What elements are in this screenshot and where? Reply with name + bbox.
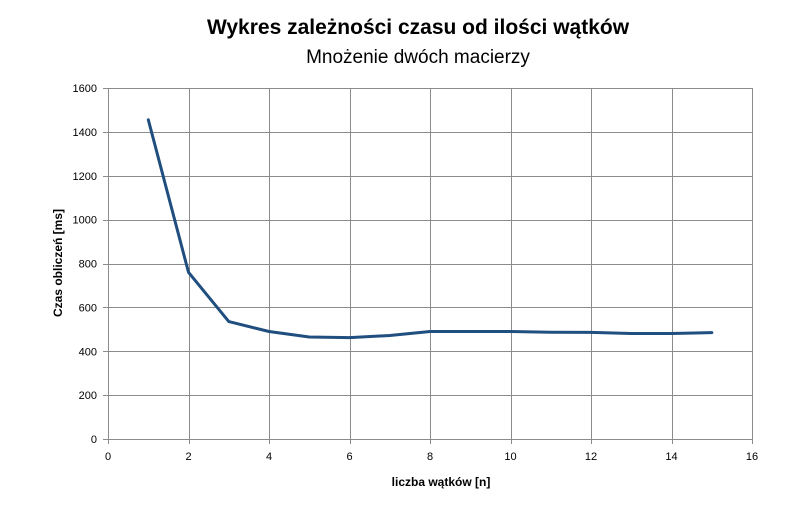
y-tick-label: 1400 xyxy=(73,127,97,139)
x-tick-label: 4 xyxy=(266,451,272,463)
x-tick-label: 14 xyxy=(665,451,677,463)
axes xyxy=(103,88,753,444)
y-tick-label: 1200 xyxy=(73,171,97,183)
x-tick-label: 0 xyxy=(105,451,111,463)
y-tick-label: 800 xyxy=(79,259,97,271)
series-group xyxy=(146,118,714,340)
vertical-gridlines xyxy=(189,88,753,439)
x-tick-labels: 0 2 4 6 8 10 12 14 16 xyxy=(105,451,758,463)
horizontal-gridlines xyxy=(108,88,752,396)
x-tick-label: 6 xyxy=(346,451,352,463)
x-tick-label: 16 xyxy=(746,451,758,463)
x-tick-label: 12 xyxy=(585,451,597,463)
y-tick-label: 400 xyxy=(79,346,97,358)
y-axis-title: Czas obliczeń [ms] xyxy=(51,209,65,317)
chart-subtitle: Mnożenie dwóch macierzy xyxy=(306,47,530,68)
x-axis-title: liczba wątków [n] xyxy=(392,475,491,489)
chart-title: Wykres zależności czasu od ilości wątków xyxy=(207,16,630,39)
y-tick-label: 1600 xyxy=(73,83,97,95)
y-tick-label: 200 xyxy=(79,390,97,402)
x-tick-label: 2 xyxy=(185,451,191,463)
y-tick-labels: 0 200 400 600 800 1000 1200 1400 1600 xyxy=(73,83,97,446)
x-tick-label: 10 xyxy=(504,451,516,463)
y-tick-label: 0 xyxy=(91,434,97,446)
y-tick-label: 600 xyxy=(79,302,97,314)
series-line xyxy=(146,118,714,340)
y-tick-label: 1000 xyxy=(73,215,97,227)
x-tick-label: 8 xyxy=(427,451,433,463)
